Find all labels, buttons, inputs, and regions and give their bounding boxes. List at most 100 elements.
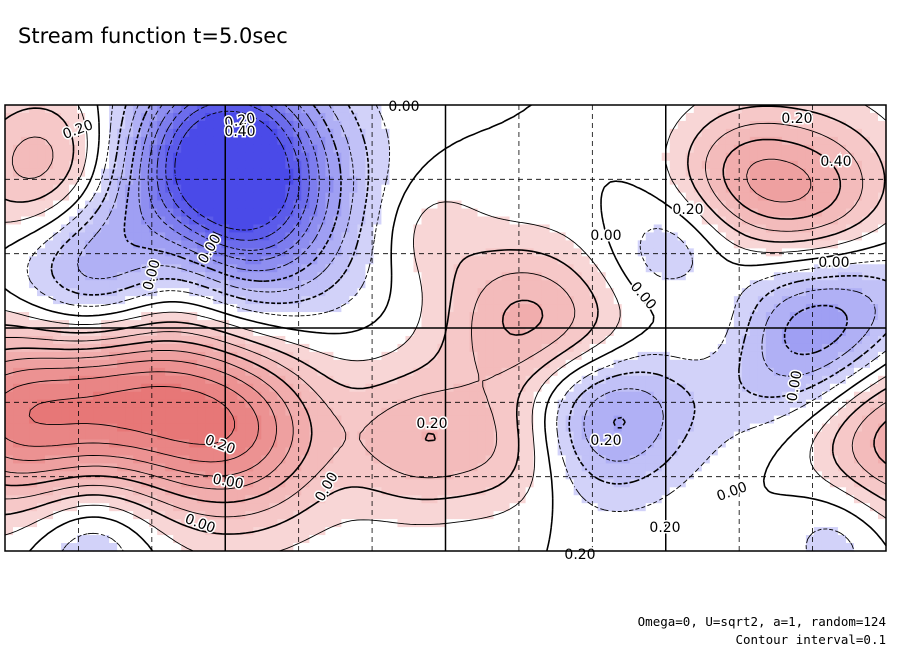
field-cell: [573, 200, 583, 210]
field-cell: [581, 224, 591, 234]
field-cell: [517, 105, 527, 114]
field-cell: [429, 105, 439, 114]
field-cell: [429, 343, 439, 353]
field-cell: [821, 224, 831, 234]
field-cell: [821, 335, 831, 345]
field-cell: [589, 216, 599, 226]
field-cell: [717, 280, 727, 289]
field-cell: [549, 439, 559, 449]
field-cell: [133, 288, 142, 297]
field-cell: [173, 304, 182, 313]
field-cell: [837, 176, 847, 186]
field-cell: [821, 359, 831, 369]
field-cell: [285, 296, 294, 305]
field-cell: [341, 343, 350, 353]
field-cell: [477, 312, 487, 321]
field-cell: [37, 359, 46, 369]
field-cell: [605, 304, 615, 313]
field-cell: [189, 152, 198, 162]
field-cell: [117, 296, 126, 305]
field-cell: [765, 192, 775, 202]
field-cell: [53, 439, 62, 449]
field-cell: [373, 367, 383, 377]
field-cell: [317, 128, 326, 138]
field-cell: [197, 343, 206, 353]
field-cell: [853, 359, 863, 369]
field-cell: [853, 447, 863, 457]
field-cell: [245, 383, 254, 393]
field-cell: [349, 112, 358, 122]
field-cell: [541, 391, 551, 401]
field-cell: [205, 144, 214, 154]
field-cell: [797, 320, 807, 329]
field-cell: [501, 312, 511, 321]
field-cell: [413, 335, 423, 345]
field-cell: [685, 168, 695, 178]
field-cell: [389, 208, 399, 218]
field-cell: [517, 200, 527, 210]
field-cell: [613, 248, 623, 257]
field-cell: [605, 439, 615, 449]
field-cell: [53, 152, 62, 162]
field-cell: [477, 136, 487, 146]
field-cell: [61, 112, 70, 122]
field-cell: [453, 359, 463, 369]
field-cell: [637, 415, 647, 425]
field-cell: [261, 128, 270, 138]
field-cell: [493, 455, 503, 464]
field-cell: [53, 431, 62, 441]
field-cell: [421, 240, 431, 249]
field-cell: [405, 431, 415, 441]
field-cell: [829, 439, 839, 449]
field-cell: [125, 176, 134, 186]
field-cell: [653, 120, 663, 130]
field-cell: [189, 256, 198, 265]
field-cell: [365, 224, 375, 234]
field-cell: [461, 375, 471, 385]
field-cell: [133, 152, 142, 162]
field-cell: [261, 224, 270, 234]
field-cell: [133, 463, 142, 472]
field-cell: [621, 216, 631, 226]
field-cell: [477, 216, 487, 226]
field-cell: [269, 232, 278, 241]
field-cell: [677, 152, 687, 162]
field-cell: [725, 415, 735, 425]
field-cell: [45, 320, 54, 329]
field-cell: [413, 415, 423, 425]
field-cell: [173, 176, 182, 186]
field-cell: [21, 248, 30, 257]
field-cell: [405, 343, 415, 353]
field-cell: [677, 112, 687, 122]
field-cell: [437, 431, 447, 441]
field-cell: [197, 415, 206, 425]
field-cell: [173, 112, 182, 122]
field-cell: [525, 320, 535, 329]
field-cell: [69, 423, 78, 433]
field-cell: [453, 176, 463, 186]
field-cell: [365, 200, 375, 210]
field-cell: [845, 192, 855, 202]
field-cell: [29, 216, 38, 226]
field-cell: [453, 152, 463, 162]
field-cell: [565, 112, 575, 122]
field-cell: [461, 280, 471, 289]
field-cell: [253, 320, 262, 329]
field-cell: [589, 391, 599, 401]
field-cell: [325, 200, 334, 210]
field-cell: [53, 272, 62, 281]
field-cell: [557, 136, 567, 146]
field-cell: [173, 192, 182, 202]
field-cell: [493, 328, 503, 337]
field-cell: [605, 335, 615, 345]
field-cell: [677, 431, 687, 441]
field-cell: [229, 407, 238, 417]
field-cell: [741, 399, 751, 409]
field-cell: [397, 105, 407, 114]
field-cell: [637, 248, 647, 257]
field-cell: [253, 136, 262, 146]
field-cell: [813, 120, 823, 130]
field-cell: [117, 455, 126, 464]
field-cell: [765, 296, 775, 305]
field-cell: [749, 320, 759, 329]
